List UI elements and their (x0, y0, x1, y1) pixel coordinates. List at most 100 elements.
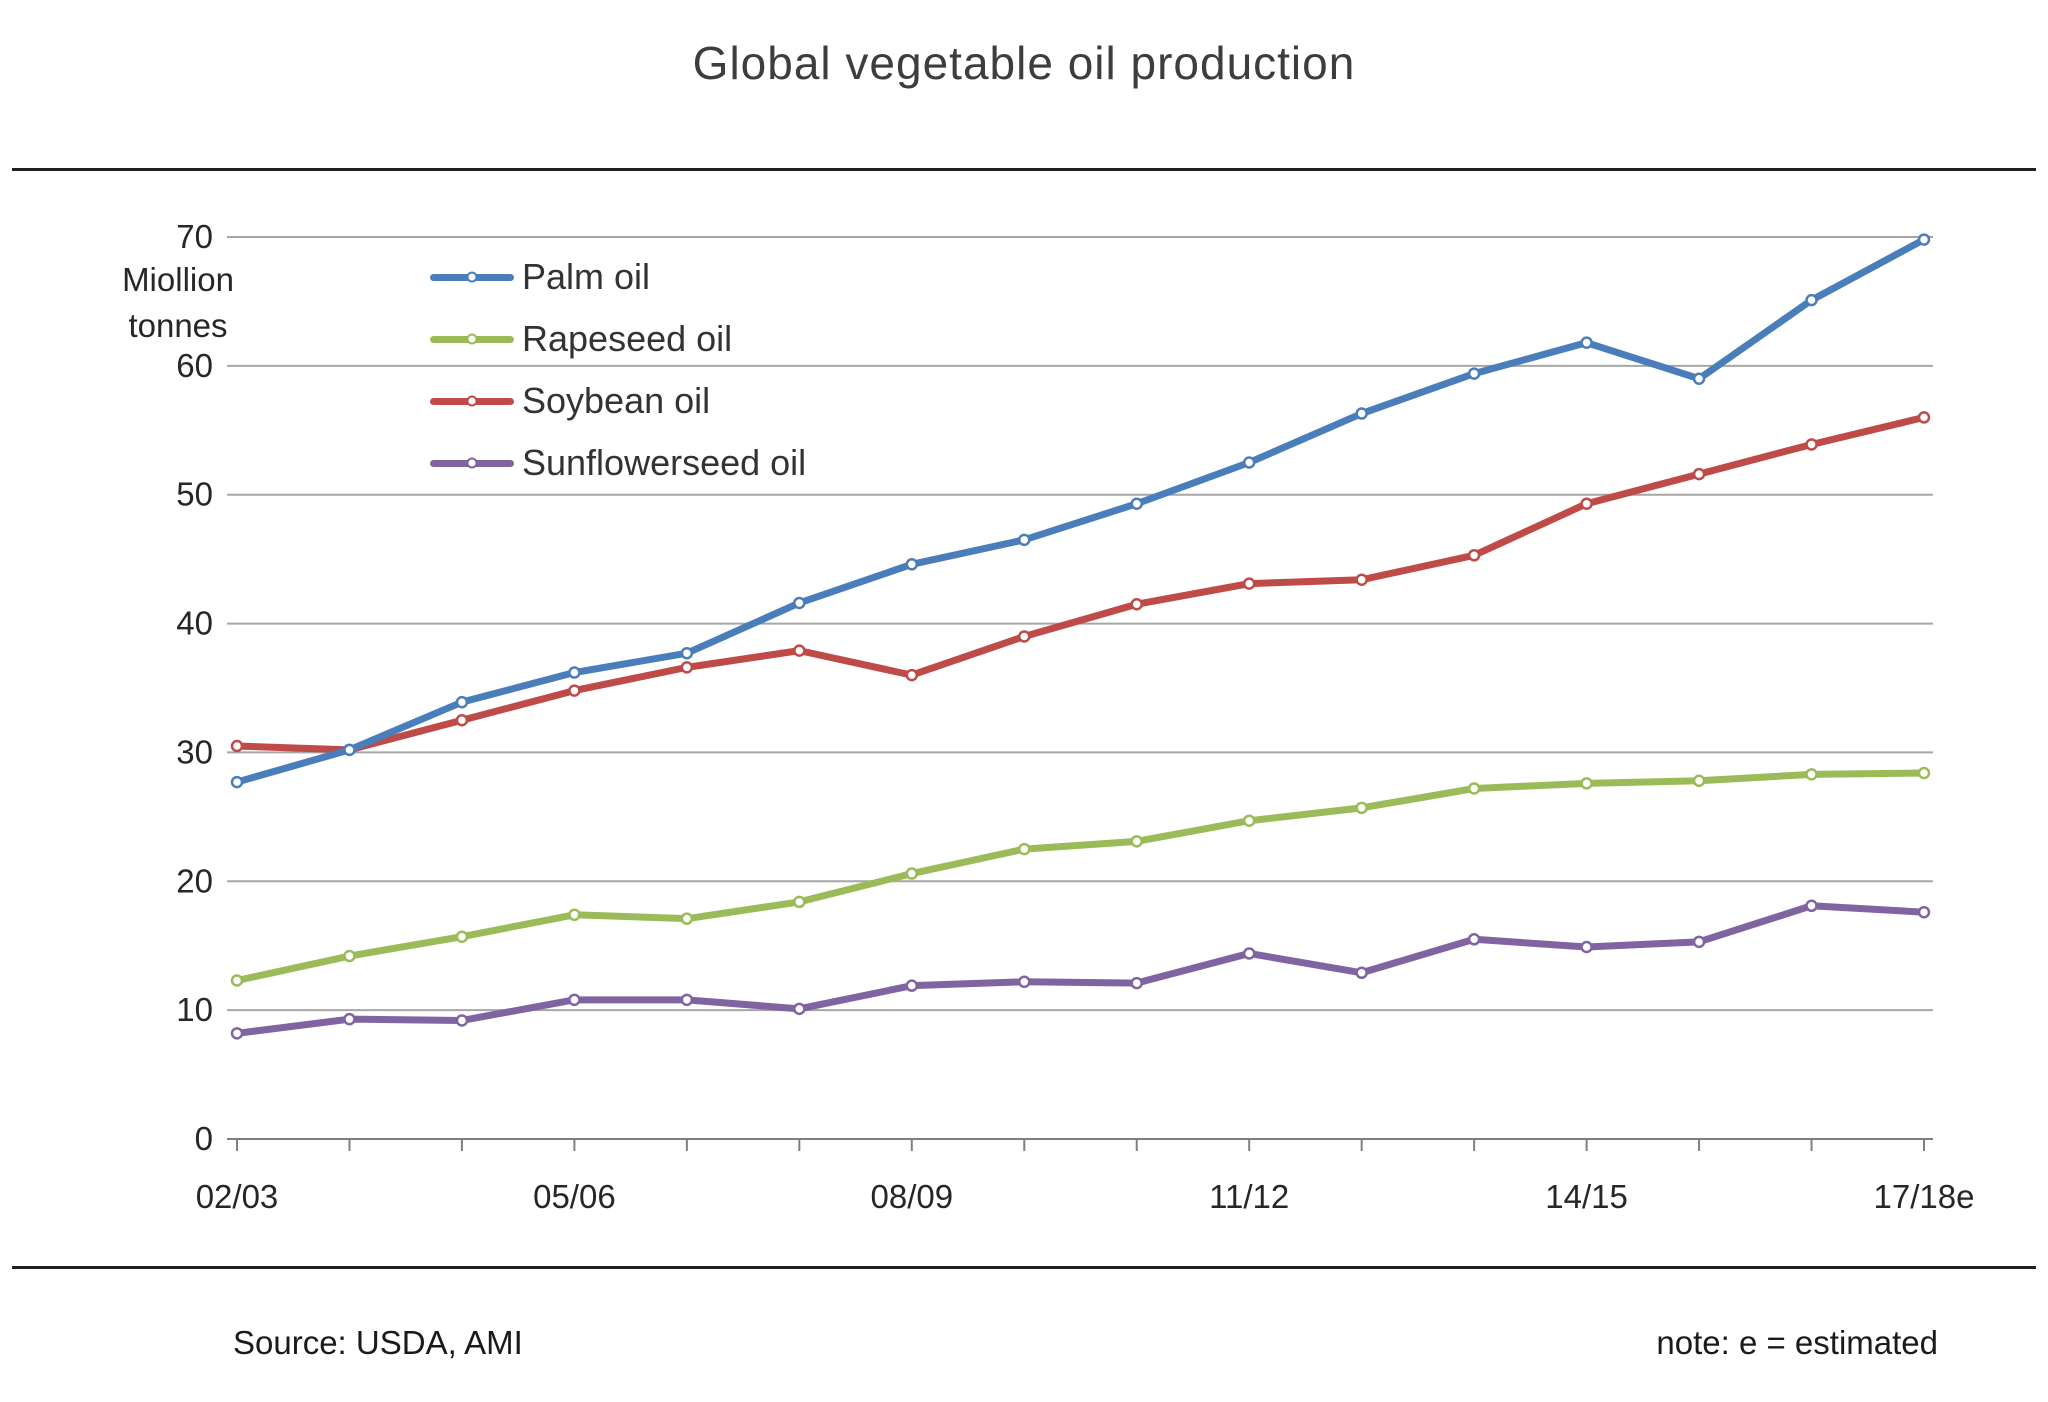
data-point-marker (1018, 842, 1031, 856)
data-point-marker (1805, 293, 1818, 307)
legend-label-palm-oil: Palm oil (522, 256, 651, 297)
data-point-marker (1692, 935, 1706, 949)
marker-dot-icon (466, 333, 478, 345)
data-point-marker (680, 993, 694, 1007)
data-point-marker (455, 713, 469, 727)
legend: Palm oil Rapeseed oil Soybean oil Sunflo… (430, 246, 806, 494)
data-point-marker (1355, 573, 1368, 587)
data-point-marker (793, 644, 806, 657)
y-tick-label-50: 50 (176, 476, 213, 513)
legend-item-sunflowerseed-oil: Sunflowerseed oil (430, 432, 806, 494)
data-point-marker (1692, 467, 1706, 481)
y-tick-label-30: 30 (176, 733, 213, 770)
x-tick-label-11/12: 11/12 (1209, 1178, 1289, 1215)
series-line-palm-oil (233, 236, 1928, 786)
data-point-marker (343, 743, 356, 757)
data-point-marker (1355, 801, 1368, 815)
data-point-marker (1917, 905, 1931, 919)
data-point-marker (1242, 577, 1256, 590)
marker-dot-icon (466, 271, 478, 283)
data-point-marker (1355, 966, 1368, 980)
bottom-divider (12, 1266, 2036, 1269)
data-point-marker (1917, 766, 1931, 780)
series-soybean-oil (230, 411, 1931, 757)
x-tick-label-02/03: 02/03 (196, 1178, 279, 1215)
data-point-marker (1467, 549, 1481, 562)
estimate-note: note: e = estimated (1656, 1324, 1938, 1361)
data-point-marker (1242, 814, 1256, 827)
y-tick-label-40: 40 (176, 605, 213, 642)
data-point-marker (905, 867, 919, 880)
series-line-soybean-oil (233, 413, 1928, 754)
legend-item-rapeseed-oil: Rapeseed oil (430, 308, 806, 370)
data-point-marker (230, 1027, 244, 1040)
data-point-marker (568, 666, 581, 679)
data-point-marker (343, 1012, 356, 1026)
legend-item-palm-oil: Palm oil (430, 246, 806, 308)
y-tick-label-20: 20 (176, 862, 213, 899)
data-point-marker (905, 558, 919, 571)
data-point-marker (343, 949, 356, 963)
data-point-marker (1242, 947, 1256, 960)
data-point-marker (1917, 233, 1931, 246)
series-rapeseed-oil (230, 766, 1931, 987)
y-tick-label-60: 60 (176, 347, 213, 384)
data-point-marker (1805, 768, 1818, 781)
legend-label-rapeseed-oil: Rapeseed oil (522, 318, 733, 359)
legend-label-soybean-oil: Soybean oil (522, 380, 711, 421)
x-tick-label-05/06: 05/06 (533, 1178, 616, 1215)
data-point-marker (455, 930, 469, 943)
data-point-marker (230, 739, 244, 753)
y-tick-label-10: 10 (176, 991, 213, 1028)
palm-oil-line-icon (430, 271, 514, 283)
data-point-marker (680, 912, 694, 925)
data-point-marker (1580, 940, 1593, 954)
marker-dot-icon (466, 457, 478, 469)
source-note: Source: USDA, AMI (233, 1324, 523, 1361)
data-point-marker (568, 908, 581, 922)
data-point-marker (1805, 438, 1818, 451)
x-tick-label-08/09: 08/09 (871, 1178, 954, 1215)
data-point-marker (1018, 975, 1031, 989)
marker-dot-icon (466, 395, 478, 407)
data-point-marker (230, 974, 244, 987)
data-point-marker (1130, 976, 1143, 990)
x-tick-label-14/15: 14/15 (1545, 1178, 1628, 1215)
series-palm-oil (230, 233, 1931, 789)
data-point-marker (1580, 777, 1593, 790)
series-line-sunflowerseed-oil (233, 902, 1928, 1037)
y-axis-unit-line2: tonnes (128, 307, 227, 344)
data-point-marker (1130, 597, 1143, 611)
data-point-marker (793, 895, 806, 909)
chart-title: Global vegetable oil production (692, 37, 1356, 89)
data-point-marker (793, 1002, 806, 1016)
soybean-oil-line-icon (430, 395, 514, 407)
data-point-marker (680, 646, 694, 660)
data-point-marker (1917, 411, 1931, 424)
legend-item-soybean-oil: Soybean oil (430, 370, 806, 432)
data-point-marker (568, 684, 581, 697)
y-axis-unit-line1: Miollion (122, 261, 234, 298)
data-point-marker (1692, 372, 1706, 385)
rapeseed-oil-line-icon (430, 333, 514, 345)
sunflowerseed-oil-line-icon (430, 457, 514, 469)
y-tick-label-0: 0 (195, 1120, 213, 1157)
data-point-marker (230, 775, 244, 789)
x-tick-label-17/18e: 17/18e (1874, 1178, 1975, 1215)
data-point-marker (793, 596, 806, 610)
y-tick-label-70: 70 (176, 218, 213, 255)
series-sunflowerseed-oil (230, 899, 1931, 1040)
data-point-marker (905, 668, 919, 682)
data-point-marker (1242, 456, 1256, 469)
data-point-marker (1130, 497, 1143, 510)
data-point-marker (1580, 497, 1593, 510)
data-point-marker (455, 695, 469, 709)
legend-label-sunflowerseed-oil: Sunflowerseed oil (522, 442, 807, 483)
data-point-marker (1805, 899, 1818, 913)
data-point-marker (1692, 774, 1706, 788)
data-point-marker (1467, 933, 1481, 946)
data-point-marker (1355, 407, 1368, 420)
data-point-marker (1018, 630, 1031, 643)
